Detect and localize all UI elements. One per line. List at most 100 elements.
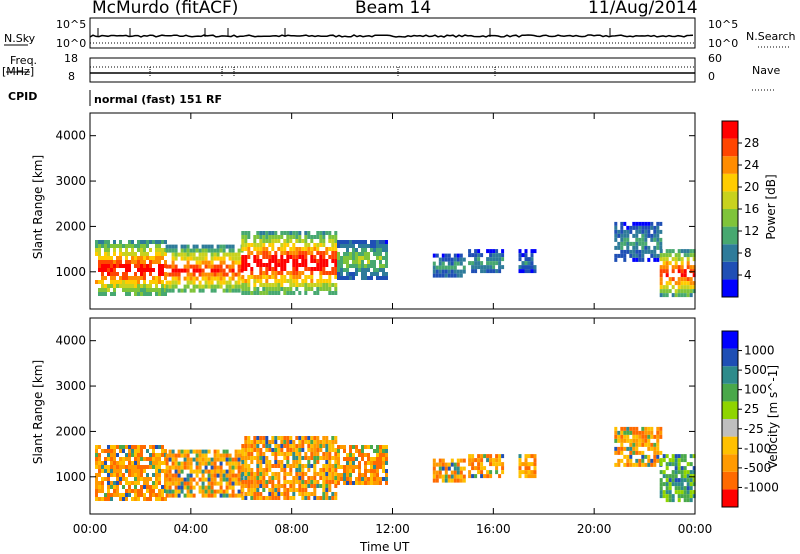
data-cell (668, 490, 672, 495)
data-cell (459, 470, 463, 475)
data-cell (316, 231, 320, 235)
data-cell (310, 251, 314, 255)
data-cell (253, 239, 257, 243)
data-cell (262, 452, 266, 456)
data-cell (325, 468, 329, 472)
data-cell (164, 449, 167, 453)
data-cell (334, 460, 338, 464)
data-cell (689, 293, 693, 298)
data-cell (280, 267, 284, 271)
data-cell (98, 465, 101, 469)
data-cell (186, 248, 190, 253)
data-cell (104, 493, 107, 497)
data-cell (298, 464, 302, 468)
data-cell (253, 436, 257, 440)
data-cell (530, 249, 534, 254)
power-colorbar-cell (722, 226, 738, 245)
data-cell (110, 453, 113, 457)
data-cell (155, 473, 158, 477)
data-cell (180, 461, 184, 466)
data-cell (171, 288, 175, 293)
data-cell (331, 247, 335, 251)
data-cell (432, 474, 436, 479)
data-cell (107, 497, 110, 501)
data-cell (231, 268, 235, 273)
data-cell (632, 438, 636, 443)
data-cell (665, 249, 669, 254)
data-cell (328, 464, 332, 468)
data-cell (659, 430, 663, 435)
data-cell (155, 465, 158, 469)
data-cell (265, 464, 269, 468)
data-cell (313, 259, 317, 263)
data-cell (385, 272, 388, 276)
data-cell (295, 480, 299, 484)
data-cell (477, 458, 481, 463)
data-cell (632, 430, 636, 435)
data-cell (319, 496, 323, 500)
data-cell (334, 271, 338, 275)
data-cell (489, 458, 493, 463)
data-cell (325, 436, 329, 440)
data-cell (358, 481, 361, 485)
data-cell (149, 248, 152, 252)
data-cell (268, 460, 272, 464)
data-cell (219, 477, 223, 482)
data-cell (352, 264, 355, 268)
data-cell (228, 248, 232, 253)
data-cell (140, 473, 143, 477)
data-cell (322, 492, 326, 496)
data-cell (207, 449, 211, 454)
data-cell (453, 261, 457, 266)
data-cell (518, 269, 522, 274)
data-cell (629, 426, 633, 431)
data-cell (653, 442, 657, 447)
data-cell (244, 456, 248, 460)
data-cell (527, 265, 531, 270)
data-cell (301, 259, 305, 263)
data-cell (140, 248, 143, 252)
data-cell (635, 442, 639, 447)
data-cell (237, 461, 241, 466)
data-cell (635, 237, 639, 242)
data-cell (113, 280, 116, 284)
data-cell (119, 284, 122, 288)
data-cell (337, 445, 340, 449)
data-cell (116, 485, 119, 489)
data-cell (259, 460, 263, 464)
data-cell (662, 494, 666, 499)
data-cell (683, 289, 687, 294)
data-cell (213, 268, 217, 273)
data-cell (168, 280, 172, 285)
data-cell (225, 284, 229, 289)
data-cell (346, 240, 349, 244)
data-cell (158, 465, 161, 469)
data-cell (143, 252, 146, 256)
data-cell (231, 461, 235, 466)
data-cell (373, 248, 376, 252)
data-cell (210, 280, 214, 285)
data-cell (262, 456, 266, 460)
data-cell (137, 248, 140, 252)
data-cell (486, 257, 490, 262)
data-cell (125, 445, 128, 449)
data-cell (376, 469, 379, 473)
data-cell (195, 481, 199, 486)
data-cell (328, 456, 332, 460)
data-cell (186, 485, 190, 490)
data-cell (680, 458, 684, 463)
nsky-panel-frame (89, 17, 696, 49)
data-cell (265, 436, 269, 440)
data-cell (198, 260, 202, 265)
data-cell (174, 477, 178, 482)
data-cell (364, 473, 367, 477)
data-cell (137, 240, 140, 244)
data-cell (158, 469, 161, 473)
data-cell (274, 239, 278, 243)
data-cell (265, 231, 269, 235)
data-cell (216, 473, 220, 478)
data-cell (382, 256, 385, 260)
data-cell (180, 256, 184, 261)
data-cell (171, 252, 175, 257)
velocity-colorbar-tick-label: 1000 (744, 344, 775, 358)
